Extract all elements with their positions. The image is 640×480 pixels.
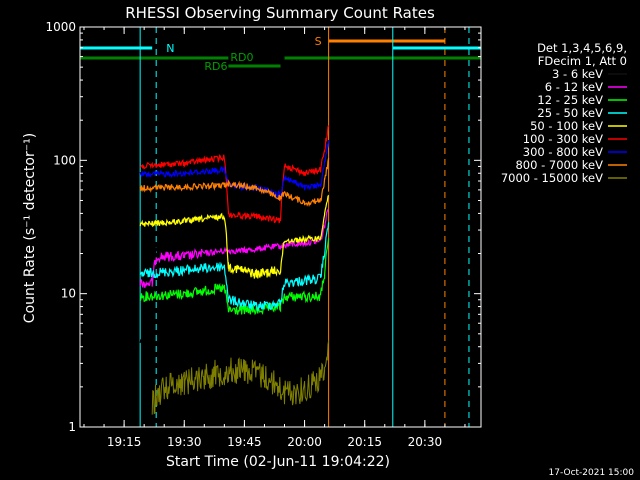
series-line-6 bbox=[139, 139, 330, 199]
footer-timestamp: 17-Oct-2021 15:00 bbox=[549, 468, 635, 478]
series-line-0 bbox=[139, 191, 330, 347]
legend-entry-label: 12 - 25 keV bbox=[537, 93, 603, 107]
y-tick-label: 1 bbox=[68, 420, 76, 434]
y-tick-label: 10 bbox=[61, 287, 76, 301]
x-tick-label: 20:00 bbox=[287, 435, 322, 449]
legend-entry-label: 50 - 100 keV bbox=[530, 119, 603, 133]
legend-entry-label: 300 - 800 keV bbox=[523, 145, 603, 159]
legend: Det 1,3,4,5,6,9,FDecim 1, Att 03 - 6 keV… bbox=[501, 41, 627, 185]
legend-header-line-2: FDecim 1, Att 0 bbox=[538, 54, 627, 68]
y-tick-label: 1000 bbox=[45, 20, 76, 34]
series-line-7 bbox=[139, 157, 330, 207]
flag-label-saa: S bbox=[315, 35, 322, 48]
x-tick-label: 19:30 bbox=[167, 435, 202, 449]
legend-entry-label: 3 - 6 keV bbox=[552, 67, 603, 81]
axes: 1 10 100 1000 19:15 19:30 19:45 20:00 20:15 20:30 bbox=[45, 20, 481, 449]
series-layer bbox=[139, 125, 330, 415]
flag-label-rd6: RD6 bbox=[204, 60, 227, 73]
series-line-5 bbox=[139, 125, 330, 224]
series-line-1 bbox=[139, 208, 329, 288]
legend-header-line-1: Det 1,3,4,5,6,9, bbox=[537, 41, 627, 55]
chart-title: RHESSI Observing Summary Count Rates bbox=[125, 4, 435, 22]
x-axis-label: Start Time (02-Jun-11 19:04:22) bbox=[166, 454, 390, 470]
y-axis-label: Count Rate (s⁻¹ detector⁻¹) bbox=[22, 133, 38, 323]
series-line-2 bbox=[139, 238, 330, 316]
x-tick-label: 19:15 bbox=[107, 435, 142, 449]
y-tick-label: 100 bbox=[53, 153, 76, 167]
series-line-4 bbox=[139, 194, 330, 279]
series-line-8 bbox=[151, 340, 330, 415]
legend-entry-label: 7000 - 15000 keV bbox=[501, 171, 603, 185]
flag-label-night: N bbox=[166, 42, 174, 55]
x-tick-label: 20:30 bbox=[408, 435, 443, 449]
series-line-3 bbox=[139, 222, 330, 312]
flag-label-rd0: RD0 bbox=[230, 51, 253, 64]
legend-entry-label: 800 - 7000 keV bbox=[515, 158, 603, 172]
legend-entry-label: 6 - 12 keV bbox=[545, 80, 603, 94]
plot-frame bbox=[79, 26, 482, 428]
legend-entry-label: 100 - 300 keV bbox=[523, 132, 603, 146]
legend-entry-label: 25 - 50 keV bbox=[537, 106, 603, 120]
x-tick-label: 20:15 bbox=[347, 435, 382, 449]
x-tick-label: 19:45 bbox=[227, 435, 262, 449]
